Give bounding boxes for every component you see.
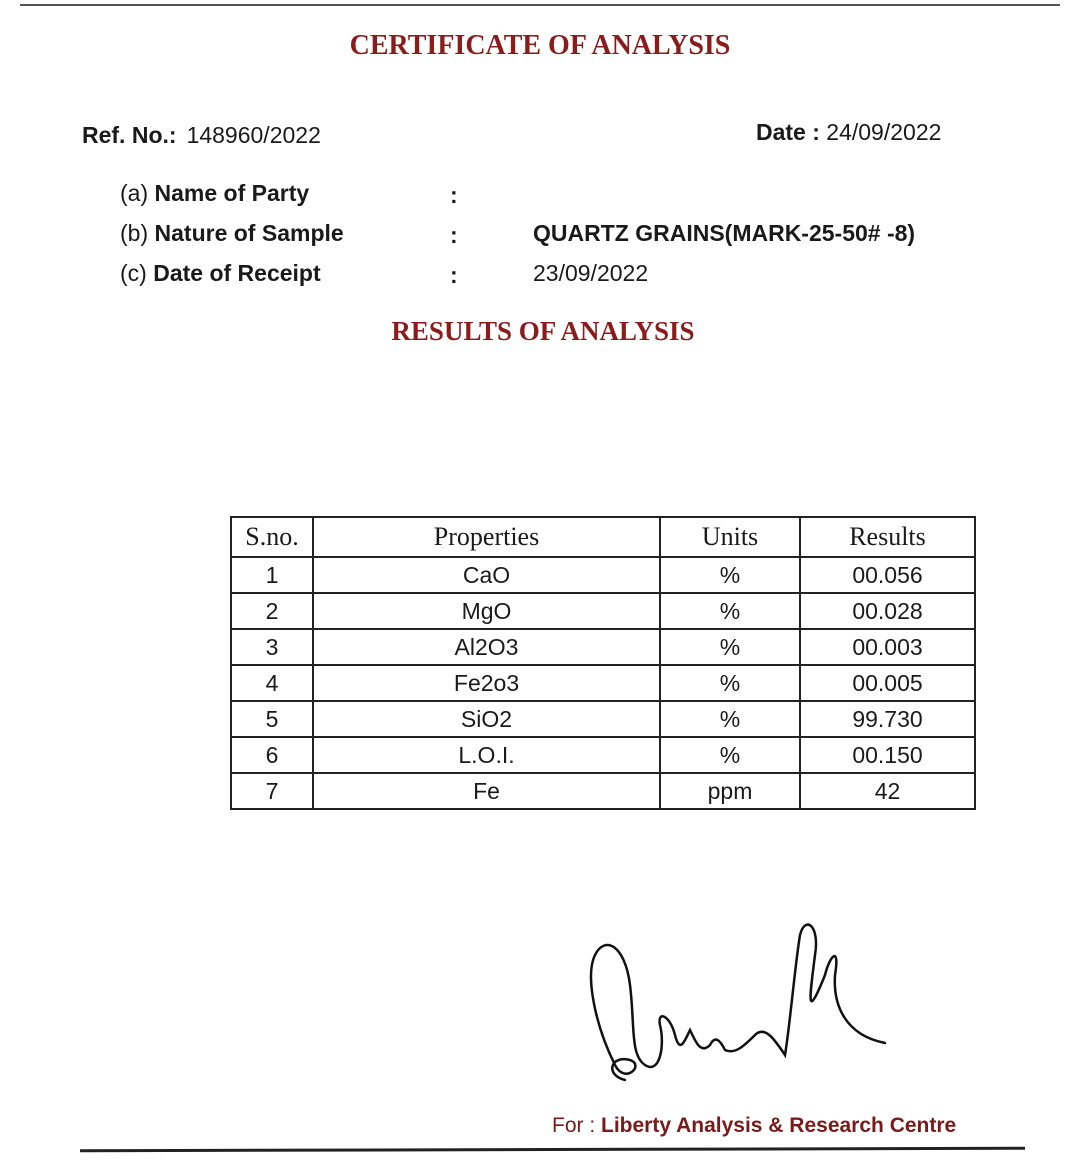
- bottom-rule: [79, 1146, 1026, 1153]
- ref-value: 148960/2022: [186, 122, 321, 148]
- cell-unit: %: [659, 628, 801, 666]
- table-row: 3 Al2O3% 00.003: [230, 628, 976, 666]
- field-label: Date of Receipt: [153, 260, 321, 286]
- footer-org-name: Liberty Analysis & Research Centre: [601, 1114, 957, 1137]
- field-colon: :: [450, 182, 458, 208]
- cell-result: 00.150: [799, 736, 976, 774]
- field-prefix: (b): [120, 220, 149, 246]
- table-header-row: S.no. Properties Units Results: [230, 516, 976, 558]
- cell-sno: 2: [230, 592, 314, 630]
- field-label: Name of Party: [154, 180, 310, 206]
- cell-property: Fe: [312, 772, 661, 810]
- date-value: 24/09/2022: [826, 119, 942, 145]
- cell-unit: %: [659, 700, 801, 738]
- signature: [589, 923, 887, 1082]
- cell-property: CaO: [312, 556, 661, 594]
- cell-result: 00.028: [799, 592, 976, 630]
- cell-sno: 5: [230, 700, 314, 738]
- table-row: 4 Fe2o3% 00.005: [230, 664, 976, 702]
- results-table: S.no. Properties Units Results 1 CaO% 00.0…: [230, 516, 976, 810]
- cell-unit: %: [659, 664, 801, 702]
- ref-number: Ref. No.: 148960/2022: [82, 122, 321, 149]
- header-units: Units: [659, 516, 801, 558]
- cell-unit: ppm: [659, 772, 801, 810]
- table-row: 5 SiO2% 99.730: [230, 700, 976, 738]
- cell-result: 99.730: [799, 700, 976, 738]
- date: Date : 24/09/2022: [756, 119, 941, 146]
- date-label: Date :: [756, 119, 820, 145]
- footer-prefix: For :: [552, 1114, 596, 1137]
- cell-property: MgO: [312, 592, 661, 630]
- cell-result: 00.003: [799, 628, 976, 666]
- cell-property: L.O.I.: [312, 736, 661, 774]
- document-title: CERTIFICATE OF ANALYSIS: [349, 30, 731, 61]
- field-label: Nature of Sample: [154, 220, 344, 246]
- field-prefix: (a): [120, 180, 149, 206]
- cell-property: SiO2: [312, 700, 661, 738]
- header-sno: S.no.: [230, 516, 314, 558]
- cell-unit: %: [659, 556, 801, 594]
- table-row: 1 CaO% 00.056: [230, 556, 976, 594]
- cell-sno: 6: [230, 736, 314, 774]
- cell-result: 00.056: [799, 556, 976, 594]
- field-nature-of-sample: (b) Nature of Sample: [120, 220, 344, 247]
- footer-organization: For : Liberty Analysis & Research Centre: [552, 1114, 956, 1138]
- field-value: 23/09/2022: [533, 260, 649, 286]
- cell-unit: %: [659, 736, 801, 774]
- cell-sno: 7: [230, 772, 314, 810]
- cell-result: 00.005: [799, 664, 976, 702]
- field-prefix: (c): [120, 260, 147, 286]
- cell-sno: 3: [230, 628, 314, 666]
- results-title: RESULTS OF ANALYSIS: [391, 316, 695, 346]
- table-row: 6 L.O.I.% 00.150: [230, 736, 976, 774]
- top-rule: [20, 4, 1060, 6]
- cell-property: Fe2o3: [312, 664, 661, 702]
- field-name-of-party: (a) Name of Party: [120, 180, 309, 207]
- cell-unit: %: [659, 592, 801, 630]
- ref-label: Ref. No.:: [82, 122, 177, 148]
- header-properties: Properties: [312, 516, 661, 558]
- table-row: 7 Fe ppm 42: [230, 772, 976, 810]
- field-value: QUARTZ GRAINS(MARK-25-50# -8): [533, 220, 916, 246]
- header-results: Results: [799, 516, 976, 558]
- cell-sno: 1: [230, 556, 314, 594]
- field-colon: :: [450, 262, 458, 288]
- table-row: 2 MgO% 00.028: [230, 592, 976, 630]
- cell-result: 42: [799, 772, 976, 810]
- cell-property: Al2O3: [312, 628, 661, 666]
- field-colon: :: [450, 222, 458, 248]
- field-date-of-receipt: (c) Date of Receipt: [120, 260, 321, 287]
- cell-sno: 4: [230, 664, 314, 702]
